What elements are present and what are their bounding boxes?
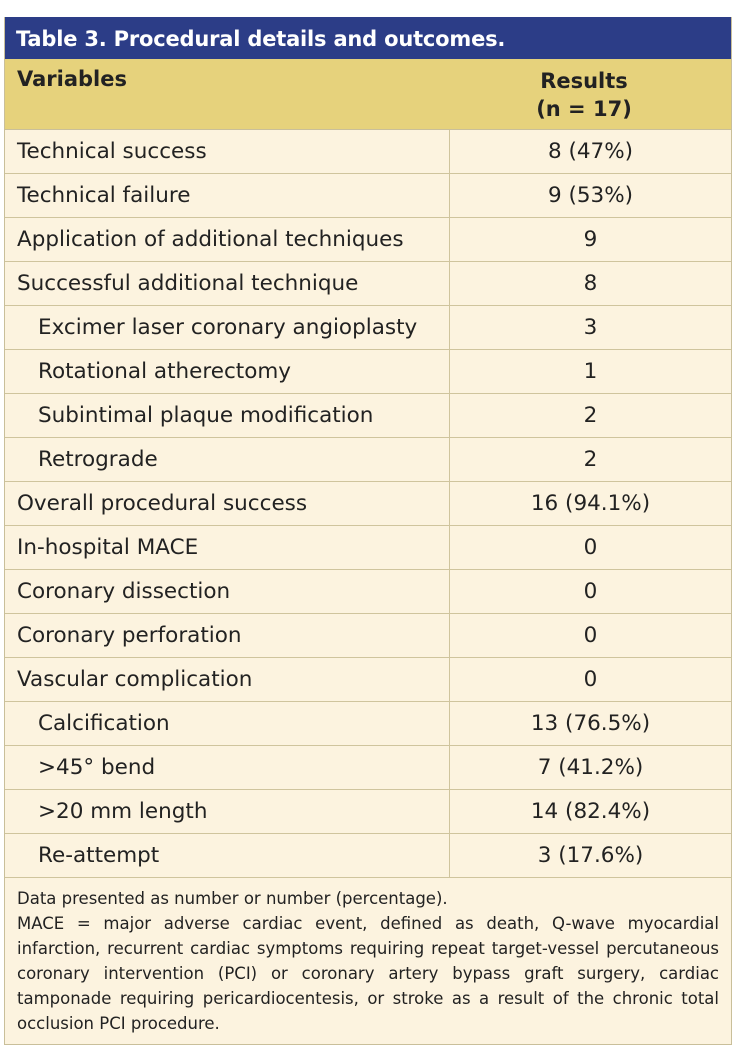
table-row: Successful additional technique 8 <box>5 262 731 306</box>
table-row: Vascular complication 0 <box>5 658 731 702</box>
row-value: 0 <box>583 535 598 560</box>
row-value: 3 <box>583 315 598 340</box>
row-value: 8 <box>583 271 598 296</box>
row-label: Subintimal plaque modification <box>5 394 450 437</box>
row-value: 1 <box>583 359 598 384</box>
table-footnote: Data presented as number or number (perc… <box>5 878 731 1044</box>
row-label: Application of additional techniques <box>5 218 450 261</box>
row-value: 0 <box>583 667 598 692</box>
header-results: Results (n = 17) <box>437 59 731 129</box>
table-row: In-hospital MACE 0 <box>5 526 731 570</box>
table-row: Application of additional techniques 9 <box>5 218 731 262</box>
table-row: >45° bend 7 (41.2%) <box>5 746 731 790</box>
row-value: 0 <box>583 579 598 604</box>
row-value: 8 (47%) <box>547 139 634 164</box>
row-value: 13 (76.5%) <box>530 711 651 736</box>
row-label: Excimer laser coronary angioplasty <box>5 306 450 349</box>
header-variables: Variables <box>17 67 127 91</box>
row-label: >45° bend <box>5 746 450 789</box>
row-value: 2 <box>583 403 598 428</box>
table-row: Subintimal plaque modification 2 <box>5 394 731 438</box>
row-label: Coronary perforation <box>5 614 450 657</box>
table-row: Re-attempt 3 (17.6%) <box>5 834 731 878</box>
footnote-data-note: Data presented as number or number (perc… <box>17 889 448 908</box>
row-label: Calcification <box>5 702 450 745</box>
table-title: Table 3. Procedural details and outcomes… <box>5 17 731 59</box>
table-row: Coronary dissection 0 <box>5 570 731 614</box>
row-label: Technical success <box>5 130 450 173</box>
table-row: Technical success 8 (47%) <box>5 130 731 174</box>
row-label: Overall procedural success <box>5 482 450 525</box>
table-row: Technical failure 9 (53%) <box>5 174 731 218</box>
table-row: Coronary perforation 0 <box>5 614 731 658</box>
row-label: In-hospital MACE <box>5 526 450 569</box>
table-header-row: Variables Results (n = 17) <box>5 59 731 130</box>
row-value: 9 <box>583 227 598 252</box>
row-value: 9 (53%) <box>547 183 634 208</box>
table-row: Excimer laser coronary angioplasty 3 <box>5 306 731 350</box>
row-label: Retrograde <box>5 438 450 481</box>
row-label: Coronary dissection <box>5 570 450 613</box>
row-label: Technical failure <box>5 174 450 217</box>
table-row: Overall procedural success 16 (94.1%) <box>5 482 731 526</box>
footnote-mace-definition: MACE = major adverse cardiac event, defi… <box>17 914 719 1033</box>
row-label: Rotational atherectomy <box>5 350 450 393</box>
row-label: Successful additional technique <box>5 262 450 305</box>
row-value: 7 (41.2%) <box>537 755 644 780</box>
table-row: Rotational atherectomy 1 <box>5 350 731 394</box>
row-value: 0 <box>583 623 598 648</box>
table-row: Calcification 13 (76.5%) <box>5 702 731 746</box>
row-value: 14 (82.4%) <box>530 799 651 824</box>
row-label: Vascular complication <box>5 658 450 701</box>
row-value: 16 (94.1%) <box>530 491 651 516</box>
procedural-outcomes-table: Table 3. Procedural details and outcomes… <box>4 17 732 1045</box>
header-results-n: (n = 17) <box>536 97 632 121</box>
table-row: Retrograde 2 <box>5 438 731 482</box>
row-label: >20 mm length <box>5 790 450 833</box>
header-results-label: Results <box>540 69 628 93</box>
row-value: 2 <box>583 447 598 472</box>
row-label: Re-attempt <box>5 834 450 877</box>
row-value: 3 (17.6%) <box>537 843 644 868</box>
table-row: >20 mm length 14 (82.4%) <box>5 790 731 834</box>
